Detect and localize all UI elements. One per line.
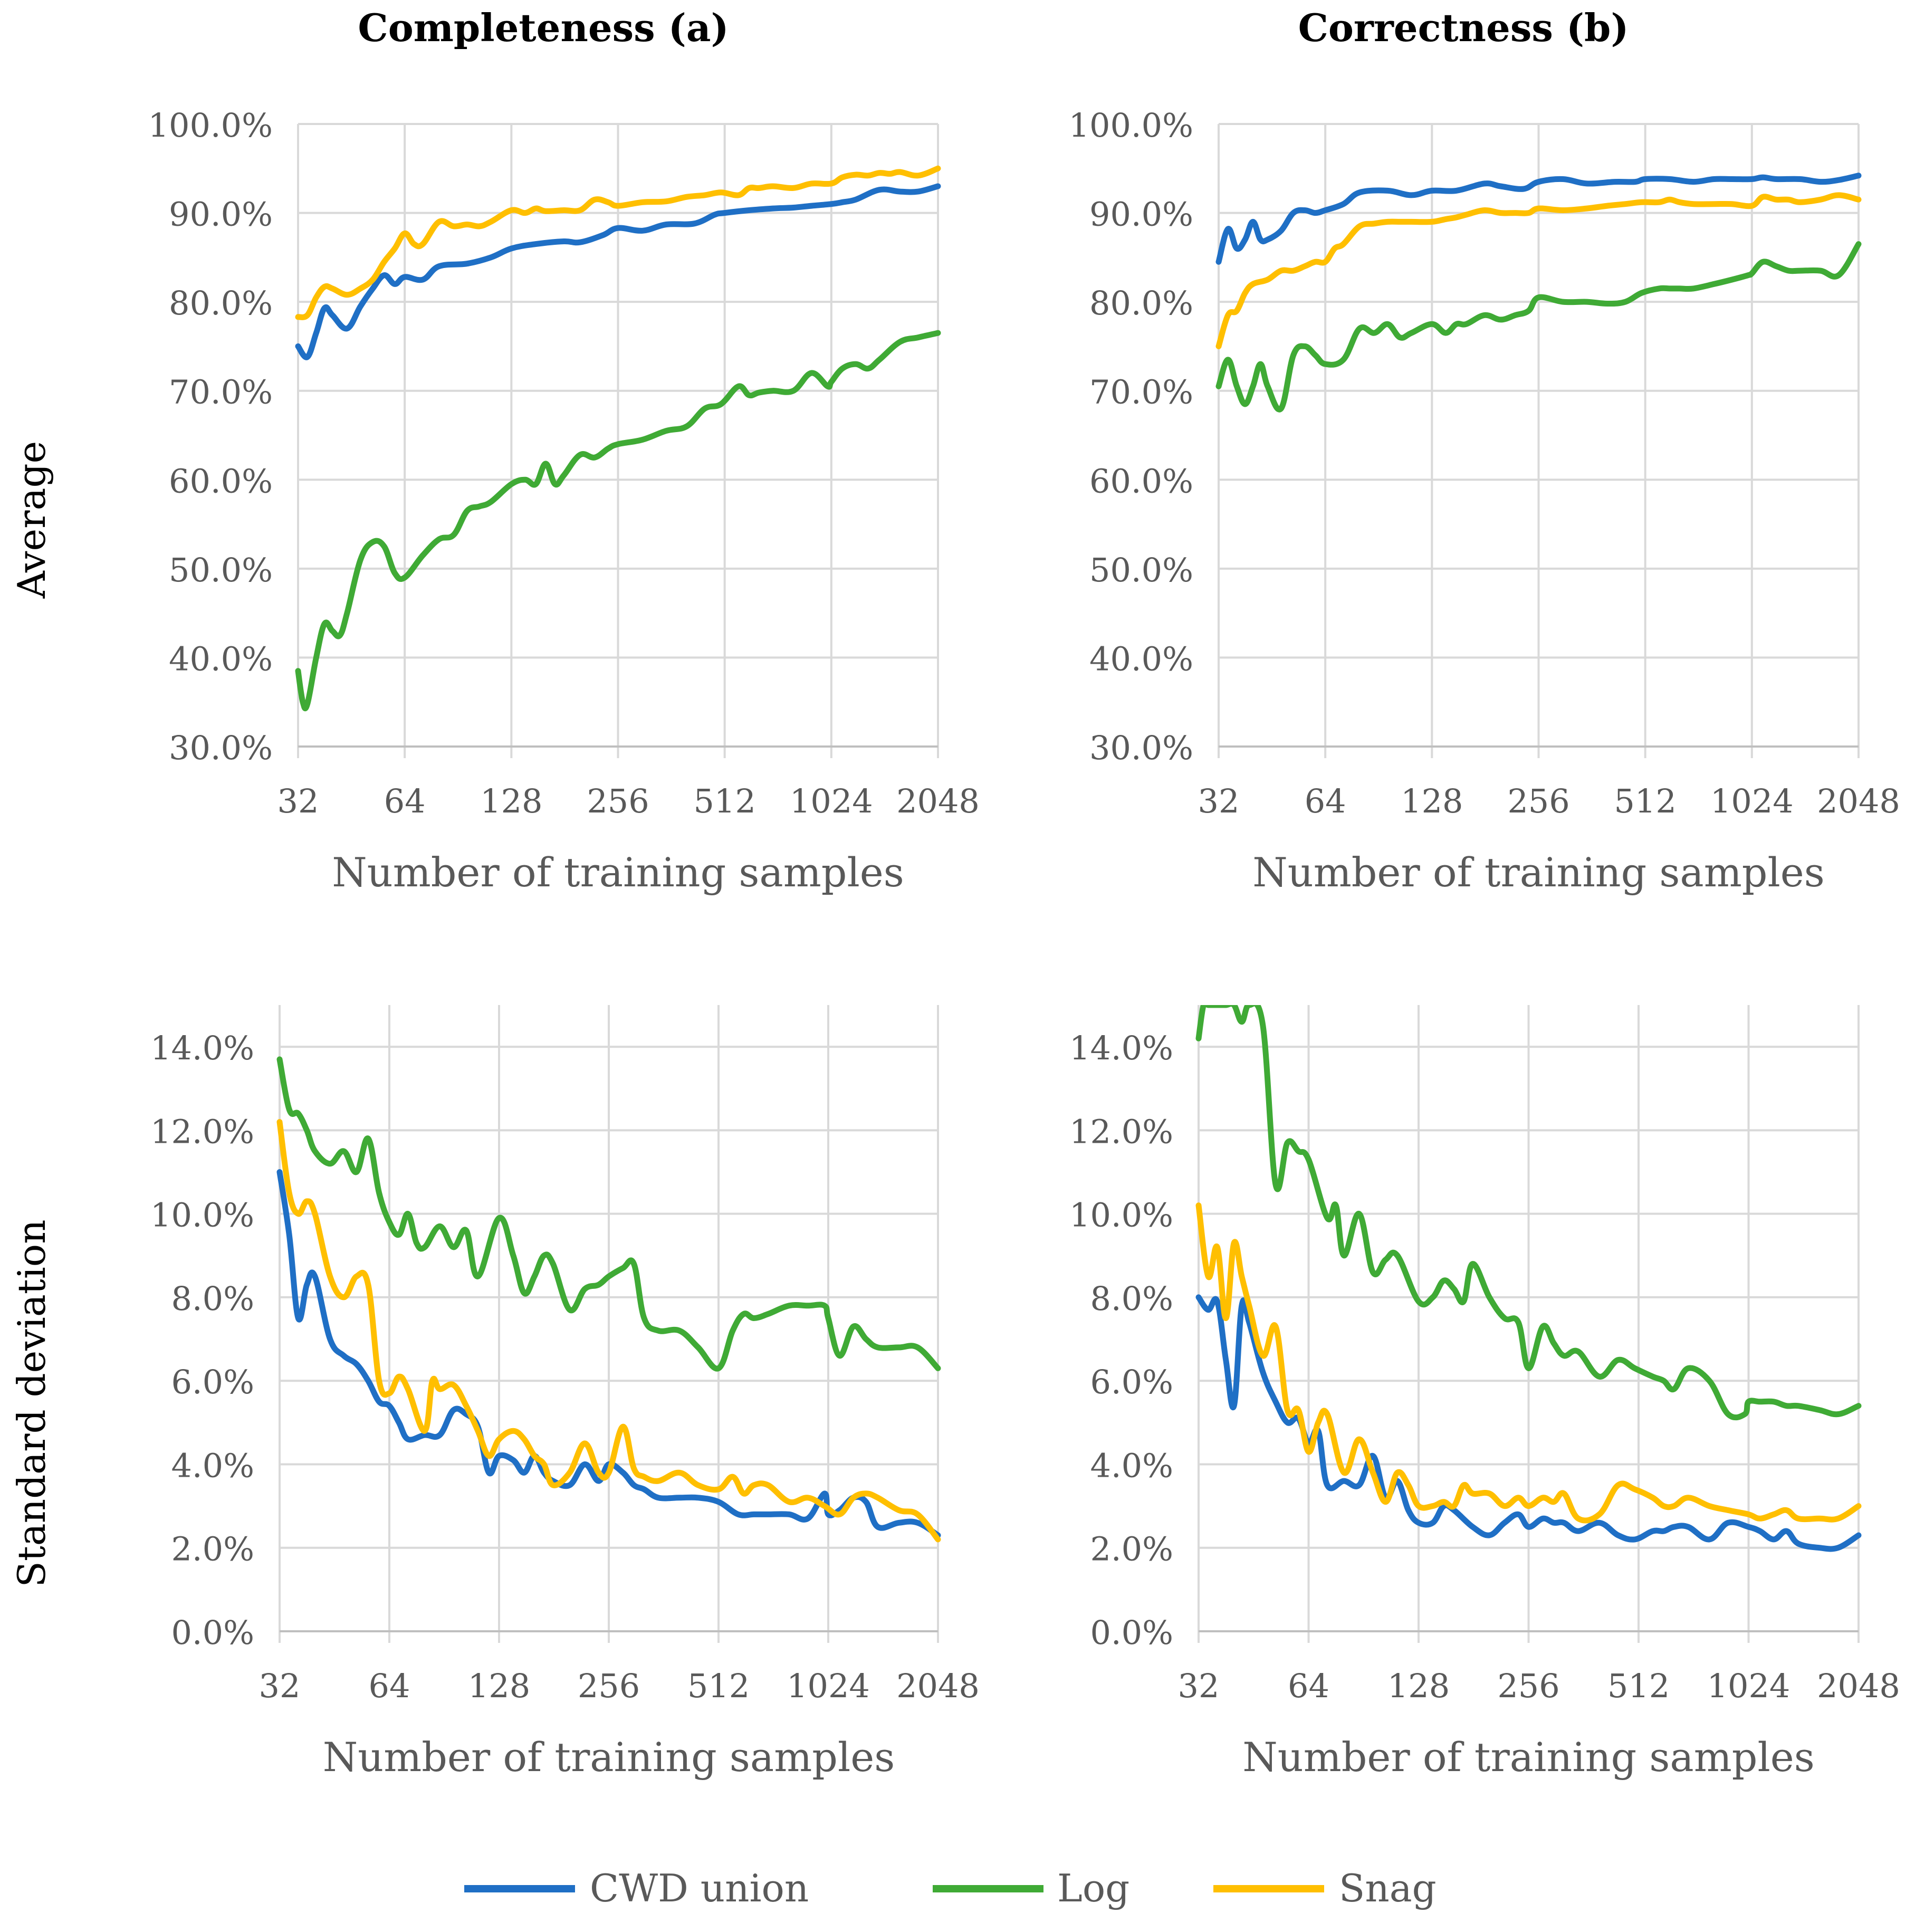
x-tick-label: 256	[1497, 1667, 1559, 1705]
x-tick-label: 256	[578, 1667, 640, 1705]
x-tick-label: 256	[1507, 782, 1569, 820]
chart-completeness-std: 0.0% 2.0% 4.0% 6.0% 8.0% 10.0% 12.0% 14.0% 32 64 1…	[150, 1005, 980, 1781]
x-tick-label: 2048	[896, 1667, 980, 1705]
y-tick-label: 30.0%	[1089, 729, 1193, 767]
y-tick-label: 14.0%	[150, 1029, 254, 1067]
y-tick-label: 50.0%	[1089, 551, 1193, 589]
x-axis-title: Number of training samples	[332, 849, 904, 896]
y-tick-label: 90.0%	[1089, 195, 1193, 234]
chart-correctness-std: 0.0% 2.0% 4.0% 6.0% 8.0% 10.0% 12.0% 14.0% 32 64 1…	[1069, 1005, 1900, 1781]
y-tick-label: 12.0%	[1069, 1112, 1173, 1151]
y-tick-label: 70.0%	[1089, 373, 1193, 412]
x-tick-label: 64	[384, 782, 426, 820]
x-tick-label: 256	[587, 782, 649, 820]
series-line-snag	[1195, 1202, 1862, 1524]
x-tick-label: 64	[1288, 1667, 1329, 1705]
series-line-log	[276, 1056, 941, 1372]
y-tick-label: 70.0%	[169, 373, 273, 412]
col-title-correctness: Correctness (b)	[1298, 5, 1629, 50]
x-tick-label: 128	[468, 1667, 530, 1705]
x-tick-label: 128	[1387, 1667, 1450, 1705]
y-tick-label: 40.0%	[169, 639, 273, 678]
y-tick-label: 40.0%	[1089, 639, 1193, 678]
y-tick-label: 30.0%	[169, 729, 273, 767]
x-tick-label: 64	[369, 1667, 410, 1705]
series-line-cwd-union	[1195, 1294, 1862, 1552]
x-tick-label: 512	[1614, 782, 1676, 820]
y-tick-label: 4.0%	[171, 1446, 254, 1485]
series-line-log	[1195, 1005, 1862, 1421]
y-tick-label: 0.0%	[171, 1613, 254, 1652]
legend: CWD union Log Snag	[464, 1866, 1437, 1910]
series-line-snag	[295, 165, 941, 320]
legend-label-snag: Snag	[1339, 1866, 1437, 1910]
row-title-std: Standard deviation	[9, 1220, 54, 1587]
legend-label-log: Log	[1057, 1866, 1129, 1910]
x-tick-label: 512	[687, 1667, 750, 1705]
y-tick-label: 10.0%	[150, 1196, 254, 1235]
series-line-snag	[276, 1119, 941, 1543]
x-tick-label: 64	[1305, 782, 1346, 820]
y-tick-label: 8.0%	[171, 1279, 254, 1318]
y-tick-label: 100.0%	[148, 106, 273, 145]
chart-correctness-average: 30.0% 40.0% 50.0% 60.0% 70.0% 80.0% 90.0% 100.0…	[1069, 106, 1900, 896]
legend-label-cwd-union: CWD union	[590, 1866, 809, 1910]
y-tick-label: 80.0%	[169, 284, 273, 322]
x-tick-label: 1024	[790, 782, 873, 820]
y-tick-label: 6.0%	[1090, 1363, 1173, 1401]
series-line-log	[1215, 241, 1862, 413]
x-axis-title: Number of training samples	[1252, 849, 1824, 896]
y-tick-label: 80.0%	[1089, 284, 1193, 322]
y-tick-label: 90.0%	[169, 195, 273, 234]
x-tick-label: 512	[1607, 1667, 1670, 1705]
x-tick-label: 32	[1198, 782, 1240, 820]
y-tick-label: 0.0%	[1090, 1613, 1173, 1652]
y-tick-label: 60.0%	[169, 462, 273, 500]
y-tick-label: 4.0%	[1090, 1446, 1173, 1485]
series-line-log	[295, 330, 941, 712]
x-tick-label: 2048	[1817, 782, 1900, 820]
y-tick-label: 2.0%	[171, 1530, 254, 1568]
y-tick-label: 8.0%	[1090, 1279, 1173, 1318]
col-title-completeness: Completeness (a)	[358, 5, 729, 50]
y-tick-label: 14.0%	[1069, 1029, 1173, 1067]
y-tick-label: 12.0%	[150, 1112, 254, 1151]
x-tick-label: 2048	[896, 782, 980, 820]
x-axis-title: Number of training samples	[323, 1734, 895, 1781]
chart-completeness-average: 30.0% 40.0% 50.0% 60.0% 70.0% 80.0% 90.0% 100.0…	[148, 106, 980, 896]
y-tick-label: 100.0%	[1069, 106, 1193, 145]
y-tick-label: 60.0%	[1089, 462, 1193, 500]
x-tick-label: 128	[1401, 782, 1463, 820]
y-tick-label: 50.0%	[169, 551, 273, 589]
y-tick-label: 6.0%	[171, 1363, 254, 1401]
x-tick-label: 128	[480, 782, 542, 820]
x-tick-label: 32	[259, 1667, 301, 1705]
x-tick-label: 512	[693, 782, 755, 820]
x-tick-label: 32	[1178, 1667, 1220, 1705]
series-line-snag	[1215, 192, 1862, 349]
x-tick-label: 1024	[787, 1667, 870, 1705]
x-tick-label: 1024	[1707, 1667, 1790, 1705]
y-tick-label: 10.0%	[1069, 1196, 1173, 1235]
series-line-cwd-union	[1215, 173, 1862, 265]
y-tick-label: 2.0%	[1090, 1530, 1173, 1568]
row-title-average: Average	[9, 441, 54, 599]
x-axis-title: Number of training samples	[1242, 1734, 1814, 1781]
series-line-cwd-union	[295, 183, 941, 360]
x-tick-label: 2048	[1817, 1667, 1900, 1705]
x-tick-label: 32	[277, 782, 319, 820]
x-tick-label: 1024	[1710, 782, 1794, 820]
